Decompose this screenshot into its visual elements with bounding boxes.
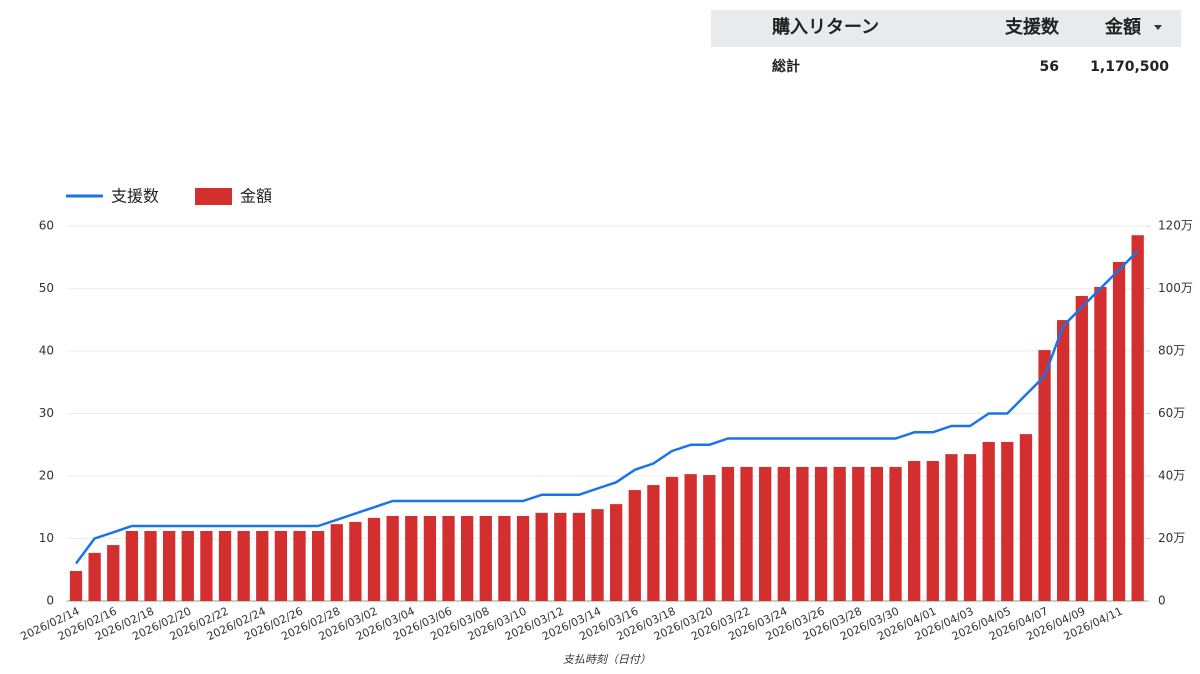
legend-label: 金額 xyxy=(240,187,272,206)
y-tick-label: 60 xyxy=(39,219,54,233)
bar xyxy=(312,531,325,601)
bar xyxy=(833,466,846,601)
bar xyxy=(144,531,157,601)
sort-arrow[interactable] xyxy=(1154,25,1162,30)
bar xyxy=(554,512,567,601)
y-tick-label: 20 xyxy=(39,469,54,483)
bar xyxy=(684,474,697,601)
bar xyxy=(777,466,790,601)
bar xyxy=(367,517,381,601)
bar xyxy=(479,516,492,601)
bar xyxy=(759,466,772,601)
table-cell: 総計 xyxy=(772,58,800,75)
bar xyxy=(703,475,716,601)
y2-tick-label: 0 xyxy=(1158,594,1166,608)
bar xyxy=(1057,320,1070,601)
bar xyxy=(1019,434,1033,601)
x-axis-title: 支払時刻（日付） xyxy=(563,653,651,666)
table-header xyxy=(711,10,1181,47)
table-header-cell: 購入リターン xyxy=(771,16,879,38)
bar xyxy=(647,485,660,601)
bar xyxy=(349,521,362,601)
legend-swatch xyxy=(195,188,233,205)
bar xyxy=(88,552,101,601)
bar xyxy=(69,571,83,601)
y-tick-label: 50 xyxy=(39,281,54,295)
bar xyxy=(162,531,176,601)
bar xyxy=(498,516,511,601)
bar xyxy=(256,531,269,601)
bar xyxy=(740,466,753,601)
bar xyxy=(200,531,213,601)
bar xyxy=(1094,286,1107,601)
bar xyxy=(442,516,455,601)
bar xyxy=(125,531,139,601)
table-cell: 56 xyxy=(1040,59,1059,75)
y2-tick-label: 40万 xyxy=(1158,469,1185,483)
bar xyxy=(516,516,530,601)
y-tick-label: 0 xyxy=(46,594,54,608)
y2-tick-label: 100万 xyxy=(1158,281,1193,295)
table-header-cell: 支援数 xyxy=(1004,16,1060,38)
bar xyxy=(181,531,194,601)
bar xyxy=(591,509,604,601)
bar xyxy=(461,516,474,601)
bar xyxy=(908,461,921,601)
bar xyxy=(293,531,306,601)
bar xyxy=(1075,296,1088,601)
bar xyxy=(107,545,120,601)
legend-label: 支援数 xyxy=(111,187,159,206)
bar xyxy=(405,516,418,601)
bar xyxy=(1131,235,1144,601)
bar xyxy=(274,531,288,601)
bar xyxy=(665,476,679,601)
bar xyxy=(1112,261,1126,601)
bar xyxy=(237,531,250,601)
bar xyxy=(330,524,343,601)
bar xyxy=(610,504,623,601)
y-tick-label: 10 xyxy=(39,531,54,545)
bar xyxy=(870,466,884,601)
bar xyxy=(926,461,939,601)
chart: 0102030405060020万40万60万80万100万120万2026/0… xyxy=(19,187,1193,667)
bar xyxy=(1038,350,1051,601)
bar xyxy=(721,466,735,601)
y-tick-label: 30 xyxy=(39,406,54,420)
bar xyxy=(796,466,809,601)
bar xyxy=(628,490,641,601)
bar xyxy=(535,512,548,601)
y2-tick-label: 80万 xyxy=(1158,344,1185,358)
bar xyxy=(889,466,902,601)
bar xyxy=(963,454,977,601)
table-header-cell[interactable]: 金額 xyxy=(1104,16,1141,38)
bar xyxy=(386,516,399,601)
bar xyxy=(1001,441,1014,601)
y2-tick-label: 60万 xyxy=(1158,406,1185,420)
bar xyxy=(982,441,995,601)
y2-tick-label: 120万 xyxy=(1158,219,1193,233)
bar xyxy=(218,531,232,601)
line xyxy=(74,250,1139,565)
y-tick-label: 40 xyxy=(39,344,54,358)
y2-tick-label: 20万 xyxy=(1158,531,1185,545)
bar xyxy=(945,454,958,601)
bar xyxy=(572,512,586,601)
bar xyxy=(423,516,437,601)
table-cell: 1,170,500 xyxy=(1090,59,1169,75)
bar xyxy=(852,466,865,601)
bar xyxy=(814,466,828,601)
